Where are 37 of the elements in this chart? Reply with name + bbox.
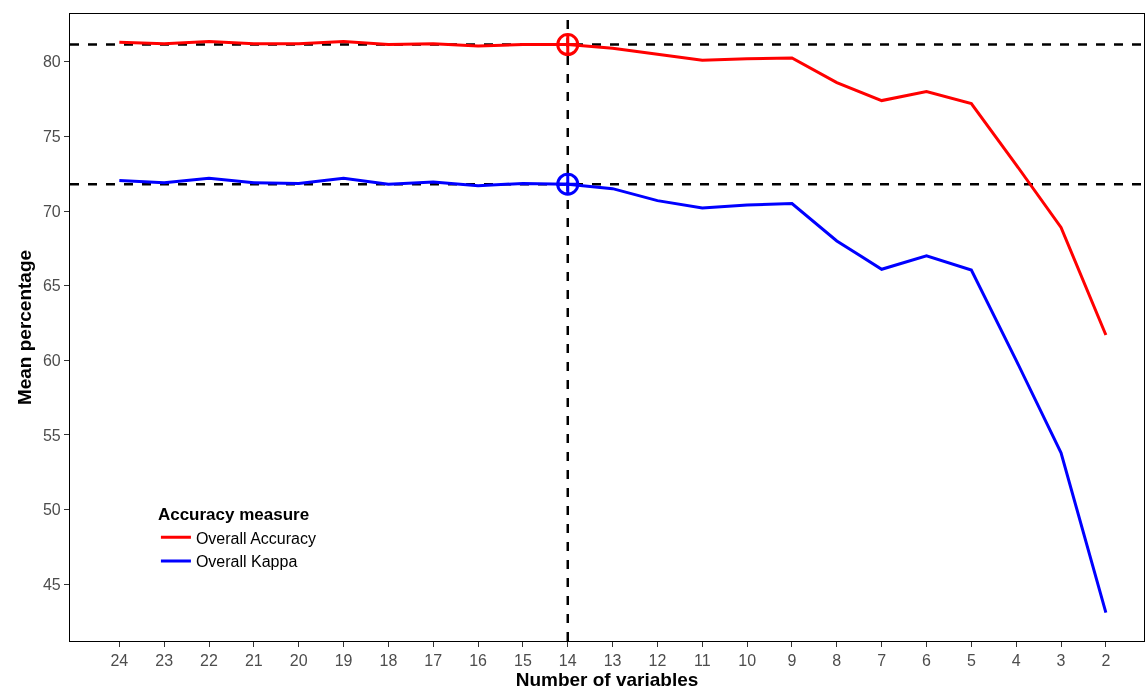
x-tick-label: 12 [648, 652, 667, 670]
x-tick-label: 15 [514, 652, 532, 670]
x-tick-label: 7 [877, 652, 887, 670]
x-axis-title: Number of variables [515, 669, 699, 691]
x-tick-label: 17 [424, 652, 443, 670]
x-tick-label: 22 [200, 652, 219, 670]
x-tick-label: 5 [966, 652, 976, 670]
x-tick-label: 19 [334, 652, 353, 670]
y-tick-label: 75 [42, 128, 61, 146]
y-tick-label: 45 [42, 575, 61, 593]
x-tick-label: 21 [244, 652, 263, 670]
legend-title: Accuracy measure [157, 505, 310, 525]
y-tick-label: 55 [42, 426, 61, 444]
x-tick-label: 16 [469, 652, 488, 670]
x-tick-label: 6 [922, 652, 932, 670]
y-tick-label: 65 [42, 277, 61, 295]
x-tick-label: 18 [379, 652, 398, 670]
x-tick-label: 20 [289, 652, 308, 670]
legend-label: Overall Kappa [195, 553, 298, 571]
y-tick-label: 80 [42, 53, 61, 71]
legend-label: Overall Accuracy [195, 529, 316, 547]
x-tick-label: 14 [558, 652, 577, 670]
x-tick-label: 11 [693, 652, 711, 670]
y-axis-title: Mean percentage [13, 249, 35, 406]
y-tick-label: 60 [42, 351, 61, 369]
x-tick-label: 10 [738, 652, 757, 670]
x-tick-label: 23 [155, 652, 174, 670]
y-tick-label: 70 [42, 202, 61, 220]
x-tick-label: 4 [1011, 652, 1021, 670]
line-series [117, 176, 1108, 615]
x-tick-label: 24 [110, 652, 129, 670]
x-tick-label: 2 [1101, 652, 1111, 670]
x-tick-label: 13 [603, 652, 622, 670]
y-tick-label: 50 [42, 501, 61, 519]
x-tick-label: 9 [787, 652, 797, 670]
x-tick-label: 8 [832, 652, 842, 670]
x-tick-label: 3 [1056, 652, 1066, 670]
